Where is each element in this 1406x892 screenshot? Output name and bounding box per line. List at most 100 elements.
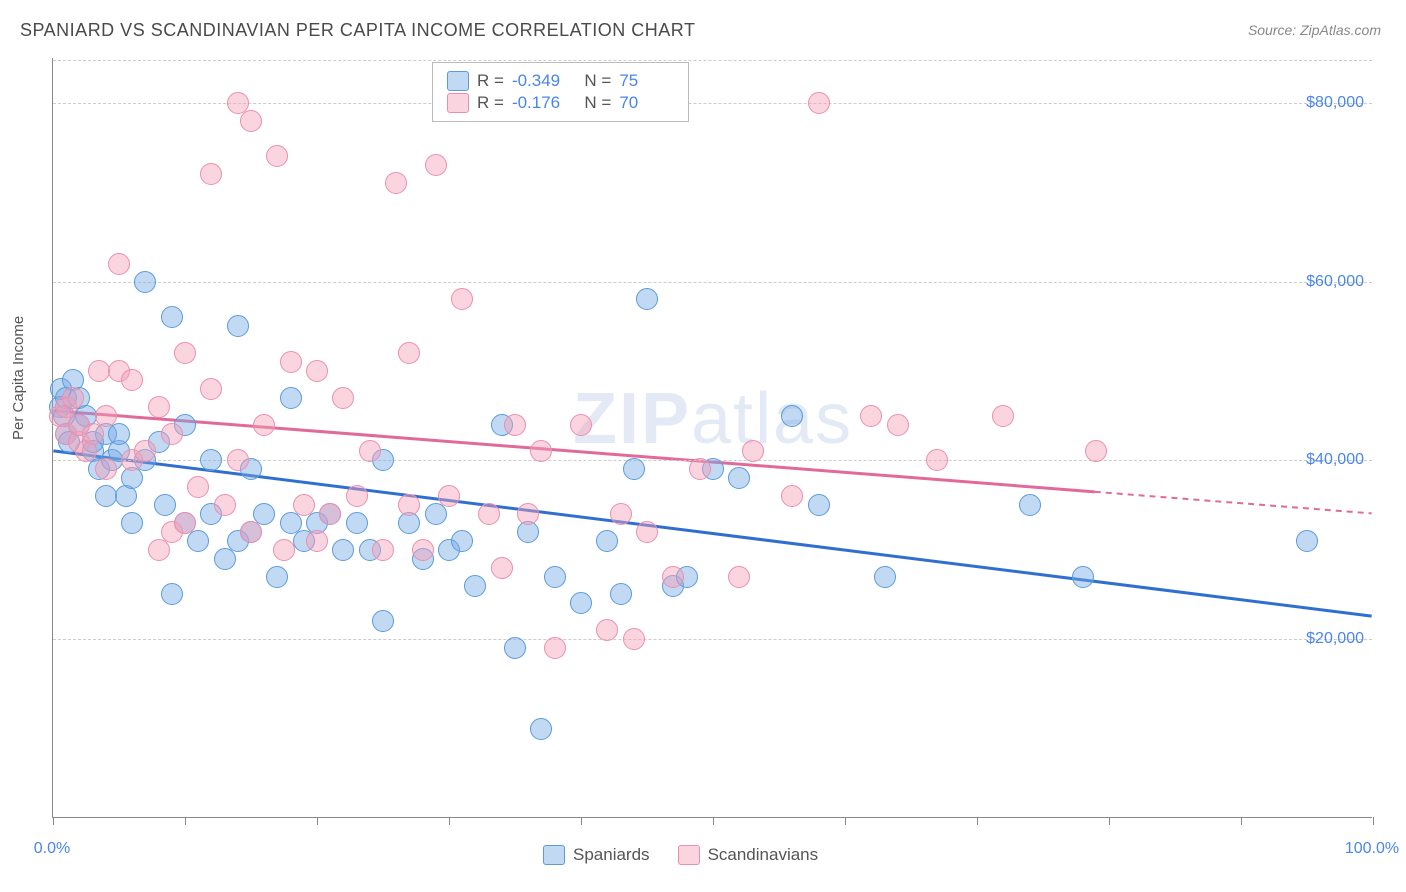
legend-swatch [543,845,565,865]
y-tick-label: $60,000 [1306,273,1364,291]
data-point [689,458,711,480]
data-point [293,494,315,516]
gridline [53,60,1372,61]
data-point [266,566,288,588]
data-point [134,440,156,462]
data-point [504,637,526,659]
data-point [174,342,196,364]
data-point [728,566,750,588]
data-point [610,503,632,525]
y-axis-label: Per Capita Income [10,316,27,440]
legend-r-label: R = [477,71,504,91]
data-point [425,154,447,176]
data-point [187,530,209,552]
data-point [570,592,592,614]
data-point [874,566,896,588]
legend-item: Scandinavians [678,845,819,865]
legend-n-value: 75 [619,71,674,91]
data-point [95,485,117,507]
data-point [662,566,684,588]
data-point [134,271,156,293]
data-point [438,485,460,507]
data-point [306,530,328,552]
x-tick [449,817,450,825]
data-point [253,414,275,436]
trend-line-extrapolated [1095,492,1372,514]
data-point [306,360,328,382]
data-point [636,521,658,543]
legend-item: Spaniards [543,845,650,865]
data-point [227,315,249,337]
x-tick [845,817,846,825]
legend-series-name: Scandinavians [708,845,819,865]
data-point [200,449,222,471]
data-point [266,145,288,167]
data-point [346,485,368,507]
data-point [530,440,552,462]
data-point [161,423,183,445]
data-point [319,503,341,525]
data-point [623,628,645,650]
y-tick-label: $80,000 [1306,94,1364,112]
legend-swatch [678,845,700,865]
data-point [781,485,803,507]
x-tick-label: 0.0% [34,840,70,858]
data-point [161,583,183,605]
trend-lines [53,58,1372,817]
data-point [121,369,143,391]
x-tick [53,817,54,825]
data-point [154,494,176,516]
legend-swatch [447,71,469,91]
x-tick-label: 100.0% [1345,840,1399,858]
data-point [200,378,222,400]
data-point [240,521,262,543]
data-point [227,449,249,471]
x-tick [1109,817,1110,825]
data-point [808,92,830,114]
data-point [95,458,117,480]
data-point [398,342,420,364]
data-point [504,414,526,436]
data-point [781,405,803,427]
data-point [451,288,473,310]
data-point [240,110,262,132]
data-point [1085,440,1107,462]
legend-r-value: -0.349 [512,71,567,91]
series-legend: Spaniards Scandinavians [543,845,818,865]
data-point [596,530,618,552]
data-point [273,539,295,561]
data-point [530,718,552,740]
data-point [121,512,143,534]
data-point [860,405,882,427]
data-point [346,512,368,534]
gridline [53,639,1372,640]
data-point [1019,494,1041,516]
y-tick-label: $40,000 [1306,451,1364,469]
data-point [108,253,130,275]
legend-n-label: N = [575,93,611,113]
data-point [214,548,236,570]
data-point [359,440,381,462]
legend-r-label: R = [477,93,504,113]
data-point [108,423,130,445]
legend-row: R = -0.349 N = 75 [447,71,674,91]
data-point [517,503,539,525]
data-point [610,583,632,605]
legend-n-value: 70 [619,93,674,113]
data-point [398,494,420,516]
data-point [544,566,566,588]
data-point [992,405,1014,427]
gridline [53,103,1372,104]
data-point [95,405,117,427]
data-point [478,503,500,525]
data-point [187,476,209,498]
legend-series-name: Spaniards [573,845,650,865]
data-point [451,530,473,552]
plot-area: ZIPatlas $20,000$40,000$60,000$80,000 [52,58,1372,818]
y-tick-label: $20,000 [1306,630,1364,648]
data-point [148,539,170,561]
chart-title: SPANIARD VS SCANDINAVIAN PER CAPITA INCO… [20,20,695,41]
correlation-legend: R = -0.349 N = 75R = -0.176 N = 70 [432,62,689,122]
data-point [332,387,354,409]
data-point [412,539,434,561]
